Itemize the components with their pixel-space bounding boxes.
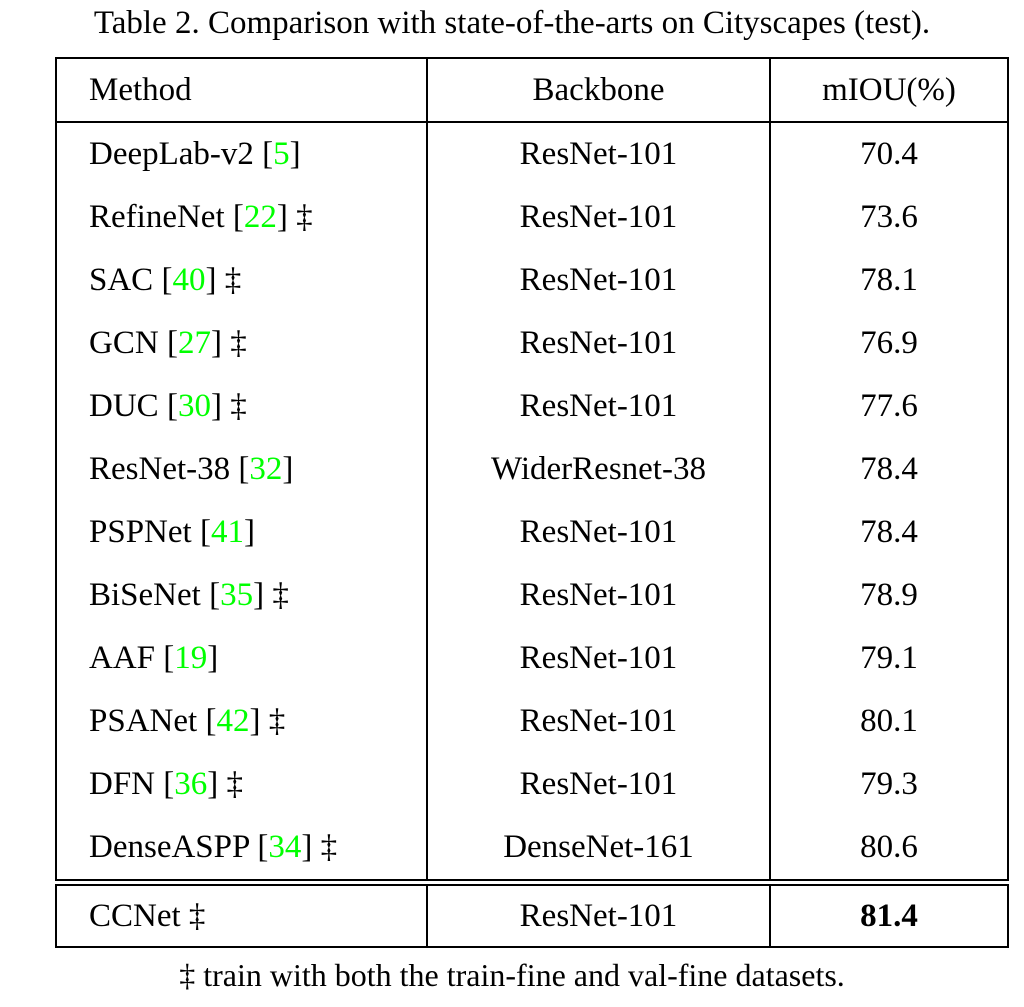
header-row: Method Backbone mIOU(%) (55, 58, 1009, 123)
double-dagger-mark: ‡ (296, 199, 313, 235)
method-cell: CCNet ‡ (55, 879, 428, 947)
table-row: SAC [40] ‡ ResNet-101 78.1 (55, 249, 1009, 312)
double-dagger-mark: ‡ (268, 703, 286, 739)
miou-cell: 78.4 (769, 438, 1009, 501)
miou-cell: 79.3 (769, 753, 1009, 816)
method-cell: DenseASPP [34] ‡ (55, 816, 428, 883)
method-name: PSANet (89, 703, 198, 739)
col-header-method: Method (55, 58, 428, 123)
miou-cell: 70.4 (769, 122, 1009, 186)
table-row: BiSeNet [35] ‡ ResNet-101 78.9 (55, 564, 1009, 627)
backbone-cell: WiderResnet-38 (426, 438, 771, 501)
method-cell: AAF [19] (55, 627, 428, 690)
table-row: PSPNet [41] ResNet-101 78.4 (55, 501, 1009, 564)
citation-link[interactable]: 27 (177, 325, 211, 361)
miou-cell: 78.4 (769, 501, 1009, 564)
table-row-ccnet: CCNet ‡ ResNet-101 81.4 (55, 879, 1009, 947)
citation-link[interactable]: 35 (220, 577, 254, 613)
citation-link[interactable]: 36 (174, 766, 208, 802)
backbone-cell: DenseNet-161 (426, 816, 771, 883)
method-name: DenseASPP (89, 829, 250, 865)
backbone-cell: ResNet-101 (426, 122, 771, 186)
table-row: ResNet-38 [32] WiderResnet-38 78.4 (55, 438, 1009, 501)
citation-link[interactable]: 30 (177, 388, 211, 424)
miou-cell: 73.6 (769, 186, 1009, 249)
table-row: PSANet [42] ‡ ResNet-101 80.1 (55, 690, 1009, 753)
backbone-cell: ResNet-101 (426, 249, 771, 312)
table-row: RefineNet [22] ‡ ResNet-101 73.6 (55, 186, 1009, 249)
miou-cell: 76.9 (769, 312, 1009, 375)
miou-cell: 77.6 (769, 375, 1009, 438)
backbone-cell: ResNet-101 (426, 879, 771, 947)
backbone-cell: ResNet-101 (426, 627, 771, 690)
table-caption: Table 2. Comparison with state-of-the-ar… (93, 5, 931, 41)
double-dagger-mark: ‡ (272, 577, 289, 613)
citation-link[interactable]: 41 (210, 514, 244, 550)
method-cell: RefineNet [22] ‡ (55, 186, 428, 249)
backbone-cell: ResNet-101 (426, 375, 771, 438)
method-cell: DUC [30] ‡ (55, 375, 428, 438)
miou-cell: 80.6 (769, 816, 1009, 883)
method-name: SAC (89, 262, 154, 298)
citation-link[interactable]: 34 (268, 829, 302, 865)
backbone-cell: ResNet-101 (426, 501, 771, 564)
method-name: DeepLab-v2 (89, 136, 254, 172)
miou-cell: 81.4 (769, 879, 1009, 947)
col-header-miou: mIOU(%) (769, 58, 1009, 123)
table-row: DenseASPP [34] ‡ DenseNet-161 80.6 (55, 816, 1009, 883)
table-row: DFN [36] ‡ ResNet-101 79.3 (55, 753, 1009, 816)
backbone-cell: ResNet-101 (426, 564, 771, 627)
double-dagger-mark: ‡ (230, 325, 247, 361)
table-footnote: ‡ train with both the train-fine and val… (179, 957, 845, 993)
citation-link[interactable]: 40 (172, 262, 206, 298)
method-name: RefineNet (89, 199, 225, 235)
method-name: DUC (89, 388, 159, 424)
table-row: GCN [27] ‡ ResNet-101 76.9 (55, 312, 1009, 375)
double-dagger-mark: ‡ (226, 766, 244, 802)
method-name: AAF (89, 640, 156, 676)
table-row: AAF [19] ResNet-101 79.1 (55, 627, 1009, 690)
method-cell: GCN [27] ‡ (55, 312, 428, 375)
results-table: Method Backbone mIOU(%) DeepLab-v2 [5] Re… (55, 57, 1009, 948)
method-cell: DFN [36] ‡ (55, 753, 428, 816)
method-name: PSPNet (89, 514, 192, 550)
miou-cell: 80.1 (769, 690, 1009, 753)
method-cell: DeepLab-v2 [5] (55, 122, 428, 186)
col-header-backbone: Backbone (426, 58, 771, 123)
citation-link[interactable]: 32 (249, 451, 283, 487)
method-cell: BiSeNet [35] ‡ (55, 564, 428, 627)
table-row: DUC [30] ‡ ResNet-101 77.6 (55, 375, 1009, 438)
miou-cell: 78.1 (769, 249, 1009, 312)
double-dagger-mark: ‡ (230, 388, 247, 424)
method-cell: ResNet-38 [32] (55, 438, 428, 501)
method-cell: PSANet [42] ‡ (55, 690, 428, 753)
method-cell: PSPNet [41] (55, 501, 428, 564)
citation-link[interactable]: 19 (174, 640, 208, 676)
double-dagger-mark: ‡ (320, 829, 338, 865)
table-row: DeepLab-v2 [5] ResNet-101 70.4 (55, 122, 1009, 186)
backbone-cell: ResNet-101 (426, 186, 771, 249)
citation-link[interactable]: 22 (243, 199, 277, 235)
backbone-cell: ResNet-101 (426, 312, 771, 375)
method-name: DFN (89, 766, 156, 802)
miou-cell: 79.1 (769, 627, 1009, 690)
backbone-cell: ResNet-101 (426, 753, 771, 816)
method-cell: SAC [40] ‡ (55, 249, 428, 312)
backbone-cell: ResNet-101 (426, 690, 771, 753)
method-name: CCNet (89, 897, 181, 934)
double-dagger-mark: ‡ (224, 262, 242, 298)
double-dagger-mark: ‡ (188, 897, 206, 934)
citation-link[interactable]: 5 (273, 136, 290, 172)
method-name: BiSeNet (89, 577, 201, 613)
miou-cell: 78.9 (769, 564, 1009, 627)
method-name: ResNet-38 (89, 451, 231, 487)
method-name: GCN (89, 325, 159, 361)
citation-link[interactable]: 42 (216, 703, 250, 739)
